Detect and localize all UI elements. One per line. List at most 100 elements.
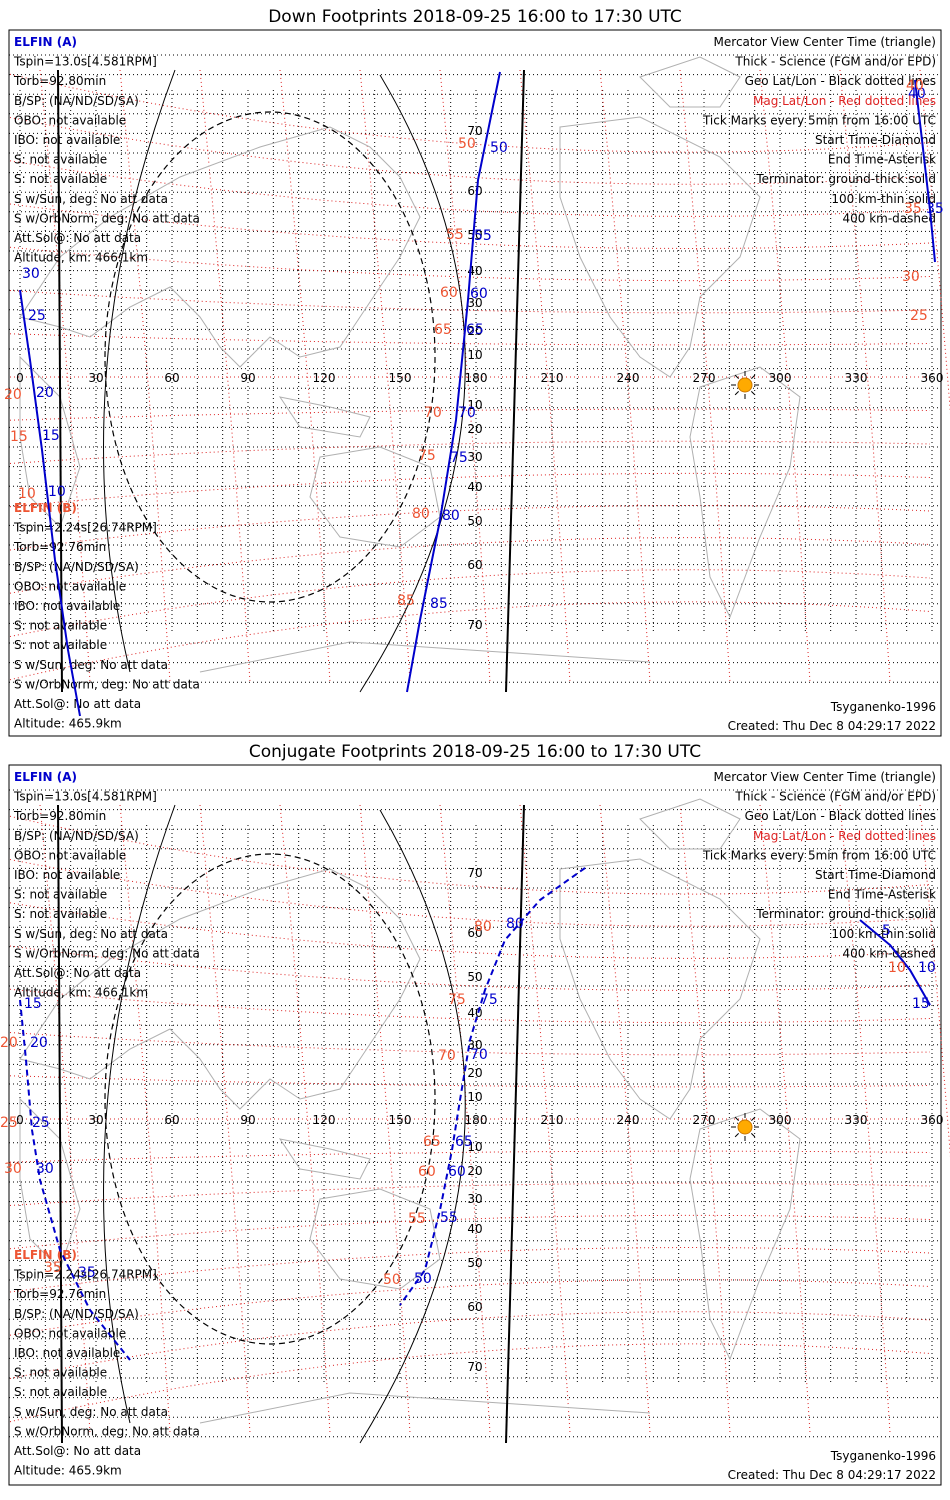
spacecraft-a-info-line: B/SP: (NA/ND/SD/SA) xyxy=(14,94,139,108)
lat-tick-label: 10 xyxy=(467,1140,482,1154)
mag-lat-gridline xyxy=(9,1182,931,1206)
lat-tick-label: 70 xyxy=(467,866,482,880)
track-b-time-label: 80 xyxy=(412,506,430,522)
legend-line: End Time-Asterisk xyxy=(828,153,936,167)
track-a-time-label: 60 xyxy=(470,286,488,302)
mag-lon-gridline xyxy=(679,804,731,1434)
track-b-time-label: 20 xyxy=(4,387,22,403)
track-a-time-label: 80 xyxy=(506,916,524,932)
sun-ray xyxy=(734,1133,739,1138)
mag-lon-gridline xyxy=(839,69,891,683)
spacecraft-a-info-line: S: not available xyxy=(14,907,107,921)
lon-tick-label: 210 xyxy=(541,1113,564,1127)
lat-tick-label: 20 xyxy=(467,1066,482,1080)
spacecraft-a-info-line: S w/OrbNorm, deg: No att data xyxy=(14,946,200,960)
track-a-line xyxy=(19,289,81,717)
track-a-line xyxy=(399,867,586,1306)
mag-lon-gridline xyxy=(519,69,571,683)
spacecraft-a-info-line: Att.Sol@: No att data xyxy=(14,966,141,980)
lon-tick-label: 120 xyxy=(313,1113,336,1127)
mag-lon-gridline xyxy=(439,804,491,1434)
sun-ray xyxy=(751,374,756,379)
track-a-time-label: 15 xyxy=(912,996,930,1012)
footprint-100km-solid xyxy=(103,69,176,673)
spacecraft-b-info-line: S: not available xyxy=(14,638,107,652)
spacecraft-a-info-line: IBO: not available xyxy=(14,133,120,147)
track-b-time-label: 65 xyxy=(434,322,452,338)
lat-tick-label: 30 xyxy=(467,450,482,464)
lat-tick-label: 40 xyxy=(467,480,482,494)
lat-tick-label: 10 xyxy=(467,1090,482,1104)
mag-lat-gridline xyxy=(9,569,931,637)
lon-tick-label: 90 xyxy=(240,371,255,385)
landmass-outline xyxy=(199,1392,651,1424)
mag-lat-gridline xyxy=(9,815,931,895)
lon-tick-label: 30 xyxy=(88,1113,103,1127)
track-b-time-label: 40 xyxy=(906,78,924,94)
spacecraft-a-info-line: IBO: not available xyxy=(14,868,120,882)
lat-tick-label: 10 xyxy=(467,348,482,362)
mag-lat-gridline xyxy=(9,1032,931,1056)
spacecraft-a-info-line: S w/Sun, deg: No att data xyxy=(14,927,168,941)
terminator-line xyxy=(505,69,525,693)
spacecraft-a-info-line: Altitude, km: 466.1km xyxy=(14,986,148,1000)
lon-tick-label: 60 xyxy=(164,1113,179,1127)
track-a-time-label: 55 xyxy=(440,1210,458,1226)
spacecraft-b-info-line: OBO: not available xyxy=(14,579,126,593)
track-a-time-label: 10 xyxy=(918,960,936,976)
landmass-outline xyxy=(278,1138,371,1180)
lat-tick-label: 20 xyxy=(467,324,482,338)
track-b-time-label: 65 xyxy=(423,1134,441,1150)
mag-lat-gridline xyxy=(9,1246,931,1293)
spacecraft-a-name: ELFIN (A) xyxy=(14,35,77,49)
lon-tick-label: 180 xyxy=(465,371,488,385)
spacecraft-a-info-line: Torb=92.80min xyxy=(13,809,106,823)
spacecraft-b-name: ELFIN (B) xyxy=(14,501,77,515)
footprint-100km-solid xyxy=(359,74,466,693)
lat-tick-label: 70 xyxy=(467,124,482,138)
landmass-outline xyxy=(309,446,441,548)
sun-ray xyxy=(734,374,739,379)
lat-tick-label: 50 xyxy=(467,514,482,528)
track-b-time-label: 75 xyxy=(418,448,436,464)
mag-lat-gridline xyxy=(9,1075,931,1088)
track-b-time-label: 55 xyxy=(408,1211,426,1227)
legend-line: 400 km-dashed xyxy=(842,211,936,225)
spacecraft-a-info-line: Att.Sol@: No att data xyxy=(14,231,141,245)
lon-tick-label: 240 xyxy=(617,371,640,385)
down-footprints-panel: Down Footprints 2018-09-25 16:00 to 17:3… xyxy=(4,7,950,737)
spacecraft-b-info-line: B/SP: (NA/ND/SD/SA) xyxy=(14,1307,139,1321)
panel-title: Down Footprints 2018-09-25 16:00 to 17:3… xyxy=(268,7,682,27)
lon-tick-label: 30 xyxy=(88,371,103,385)
lon-tick-label: 270 xyxy=(693,371,716,385)
track-a-time-label: 15 xyxy=(24,996,42,1012)
legend-line: Mercator View Center Time (triangle) xyxy=(714,770,936,784)
legend-line: 100 km-thin solid xyxy=(831,192,936,206)
track-b-time-label: 25 xyxy=(910,308,928,324)
mag-lon-gridline xyxy=(359,69,411,683)
lat-tick-label: 50 xyxy=(467,1256,482,1270)
track-a-time-label: 75 xyxy=(450,450,468,466)
lat-tick-label: 60 xyxy=(467,184,482,198)
track-a-line xyxy=(406,71,501,693)
mag-lon-gridline xyxy=(279,69,331,683)
track-a-time-label: 85 xyxy=(430,596,448,612)
landmass-outline xyxy=(309,1188,441,1290)
legend-line: 100 km-thin solid xyxy=(831,927,936,941)
track-a-time-label: 35 xyxy=(926,201,944,217)
lon-tick-label: 360 xyxy=(921,1113,944,1127)
mag-lat-gridline xyxy=(9,290,931,314)
track-b-time-label: 50 xyxy=(458,136,476,152)
lon-tick-label: 330 xyxy=(845,1113,868,1127)
mag-lon-gridline xyxy=(919,804,950,1158)
spacecraft-a-info-line: Tspin=13.0s[4.581RPM] xyxy=(13,790,157,804)
spacecraft-b-info-line: Torb=92.76min xyxy=(13,1287,106,1301)
mag-lat-gridline xyxy=(9,1343,931,1423)
lat-tick-label: 30 xyxy=(467,1038,482,1052)
legend-line: Thick - Science (FGM and/or EPD) xyxy=(734,790,936,804)
spacecraft-b-info-line: IBO: not available xyxy=(14,599,120,613)
landmass-outline xyxy=(559,858,761,1120)
track-b-time-label: 70 xyxy=(424,405,442,421)
sun-ray xyxy=(734,391,739,396)
